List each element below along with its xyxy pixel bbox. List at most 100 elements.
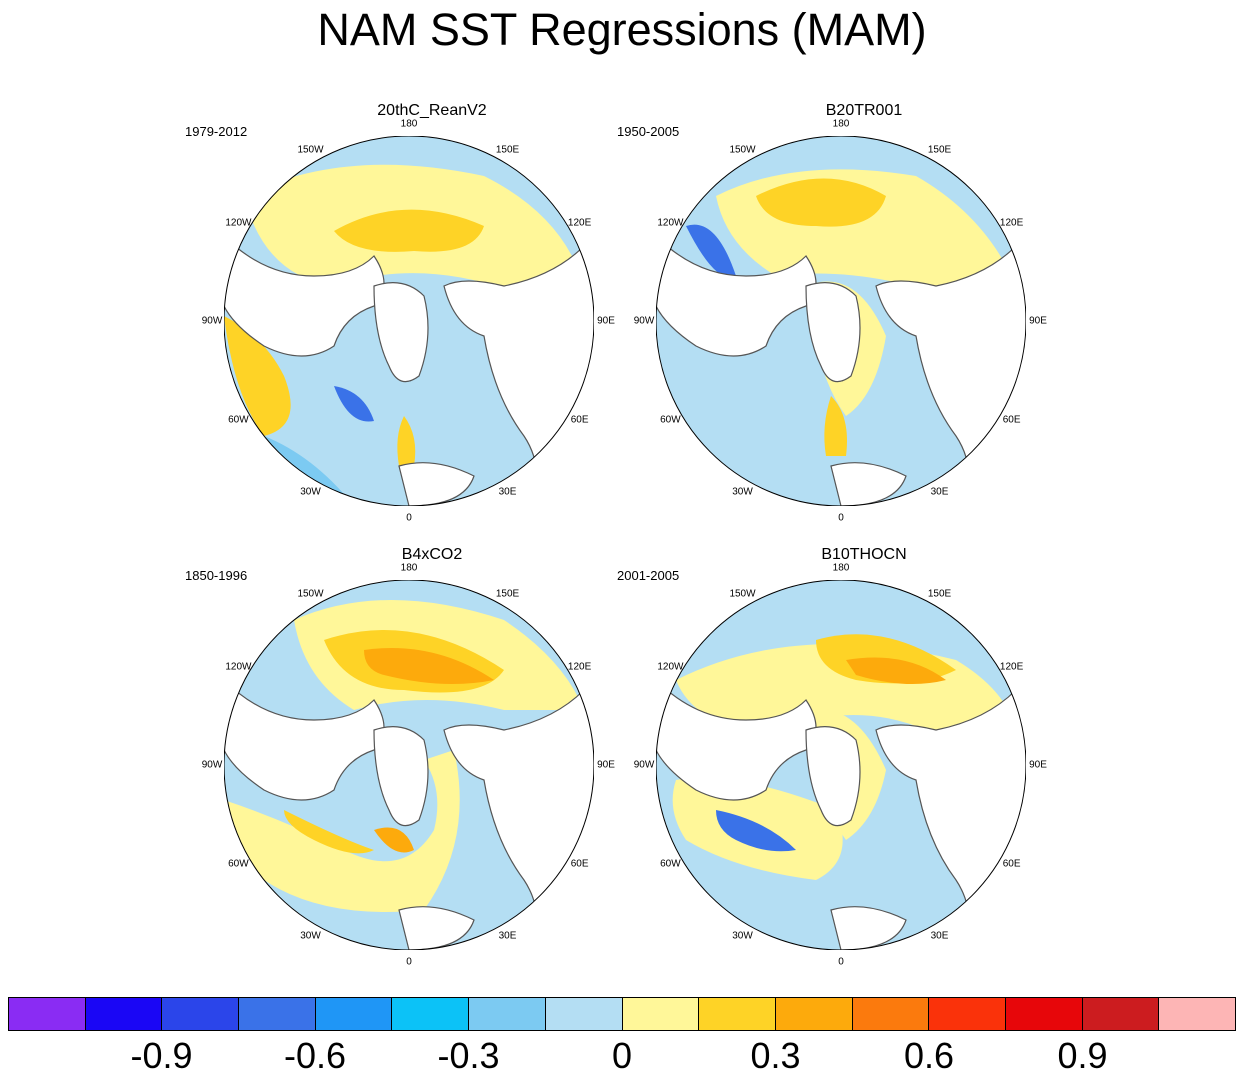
sst-anomaly-patch [224,750,460,912]
sst-anomaly-patch [846,657,946,684]
land-mass [373,726,429,827]
sst-anomaly-patch [686,224,736,278]
sst-anomaly-patch [224,316,291,436]
longitude-label: 0 [406,956,412,968]
longitude-label: 90E [597,759,615,771]
colorbar-tick-label: 0.9 [1057,1035,1108,1076]
longitude-label: 150W [729,144,756,156]
colorbar-swatch [929,998,1006,1030]
colorbar-tick-label: -0.9 [130,1035,193,1076]
longitude-label: 0 [838,512,844,524]
land-mass [805,726,861,827]
colorbar-swatch [775,998,853,1030]
colorbar-swatch [699,998,776,1030]
sst-anomaly-patch [364,648,494,684]
period-label: 2001-2005 [617,568,680,583]
longitude-label: 150E [927,144,952,156]
longitude-label: 30W [732,486,753,498]
polar-map [224,580,594,950]
colorbar-swatch [469,998,546,1030]
longitude-label: 120W [657,661,684,672]
sst-anomaly-patch [716,810,796,852]
colorbar-tick-label: 0.6 [903,1035,955,1076]
longitude-label: 0 [838,956,844,968]
longitude-label: 180 [400,118,418,130]
longitude-label: 90W [633,315,655,327]
longitude-label: 90W [201,759,223,771]
longitude-label: 120E [567,661,592,672]
longitude-label: 180 [832,562,850,574]
longitude-label: 60E [1002,858,1021,869]
sst-anomaly-patch [756,178,886,227]
map-panel-b10thocn: B10THOCN 2001-2005 180 150E 120E 90E 60E 30E 0 30… [617,546,1074,986]
longitude-label: 120W [657,217,684,228]
period-label: 1850-1996 [185,568,248,583]
longitude-label: 150W [729,588,756,600]
longitude-label: 150W [297,588,324,600]
panel-title: 20thC_ReanV2 [377,102,487,119]
colorbar-swatch [1159,998,1235,1030]
sst-anomaly-patch [397,416,416,466]
longitude-label: 0 [406,512,412,524]
longitude-label: 30E [930,930,949,942]
colorbar-swatch [162,998,240,1030]
longitude-label: 60W [228,414,249,425]
colorbar-tick-label: 0.3 [750,1035,801,1076]
longitude-label: 90E [597,315,615,327]
longitude-label: 30E [498,486,517,498]
longitude-label: 150E [927,588,952,600]
map-panel-20thc-reanv2: 20thC_ReanV2 1979-2012 180 150E 120E 90E 60E 30… [185,102,642,542]
longitude-label: 60E [570,858,589,869]
land-mass [373,282,429,383]
colorbar-swatch [85,998,163,1030]
colorbar-tick-label: 0 [611,1035,633,1076]
longitude-label: 60W [660,858,681,869]
longitude-label: 120W [225,661,252,672]
longitude-label: 60W [228,858,249,869]
colorbar-swatch [852,998,930,1030]
panel-title: B10THOCN [821,546,907,563]
longitude-label: 30W [732,930,753,942]
longitude-label: 120E [567,217,592,228]
longitude-label: 30E [498,930,517,942]
longitude-label: 30E [930,486,949,498]
longitude-label: 180 [400,562,418,574]
longitude-label: 30W [300,486,321,498]
longitude-label: 120E [999,217,1024,228]
longitude-label: 150E [495,588,520,600]
land-mass [656,234,817,357]
longitude-label: 180 [832,118,850,130]
longitude-label: 90E [1029,315,1047,327]
figure-title: NAM SST Regressions (MAM) [317,4,927,55]
colorbar-swatch [622,998,700,1030]
longitude-label: 120W [225,217,252,228]
period-label: 1950-2005 [617,124,680,139]
colorbar-tick-label: -0.3 [437,1035,500,1076]
longitude-label: 30W [300,930,321,942]
panel-title: B20TR001 [825,102,903,119]
polar-map [656,580,1026,950]
sst-anomaly-patch [374,827,414,853]
colorbar-swatch [315,998,393,1030]
map-panel-b4xco2: B4xCO2 1850-1996 180 150E 120E 90E 60E 30E 0 30W 6… [185,546,642,986]
colorbar-swatch [9,998,86,1030]
longitude-label: 150W [297,144,324,156]
longitude-label: 60E [1002,414,1021,425]
longitude-label: 120E [999,661,1024,672]
land-mass [656,678,817,801]
period-label: 1979-2012 [185,124,248,139]
polar-map [656,136,1026,506]
sst-anomaly-patch [334,209,484,252]
longitude-label: 90E [1029,759,1047,771]
land-mass [805,282,861,383]
panel-title: B4xCO2 [401,546,463,563]
colorbar-swatch [1005,998,1083,1030]
longitude-label: 90W [201,315,223,327]
longitude-label: 150E [495,144,520,156]
sst-anomaly-patch [284,810,374,854]
sst-anomaly-patch [824,396,847,456]
longitude-label: 60E [570,414,589,425]
polar-map [224,136,594,506]
colorbar-tick-label: -0.6 [283,1035,347,1076]
land-mass [224,678,385,801]
